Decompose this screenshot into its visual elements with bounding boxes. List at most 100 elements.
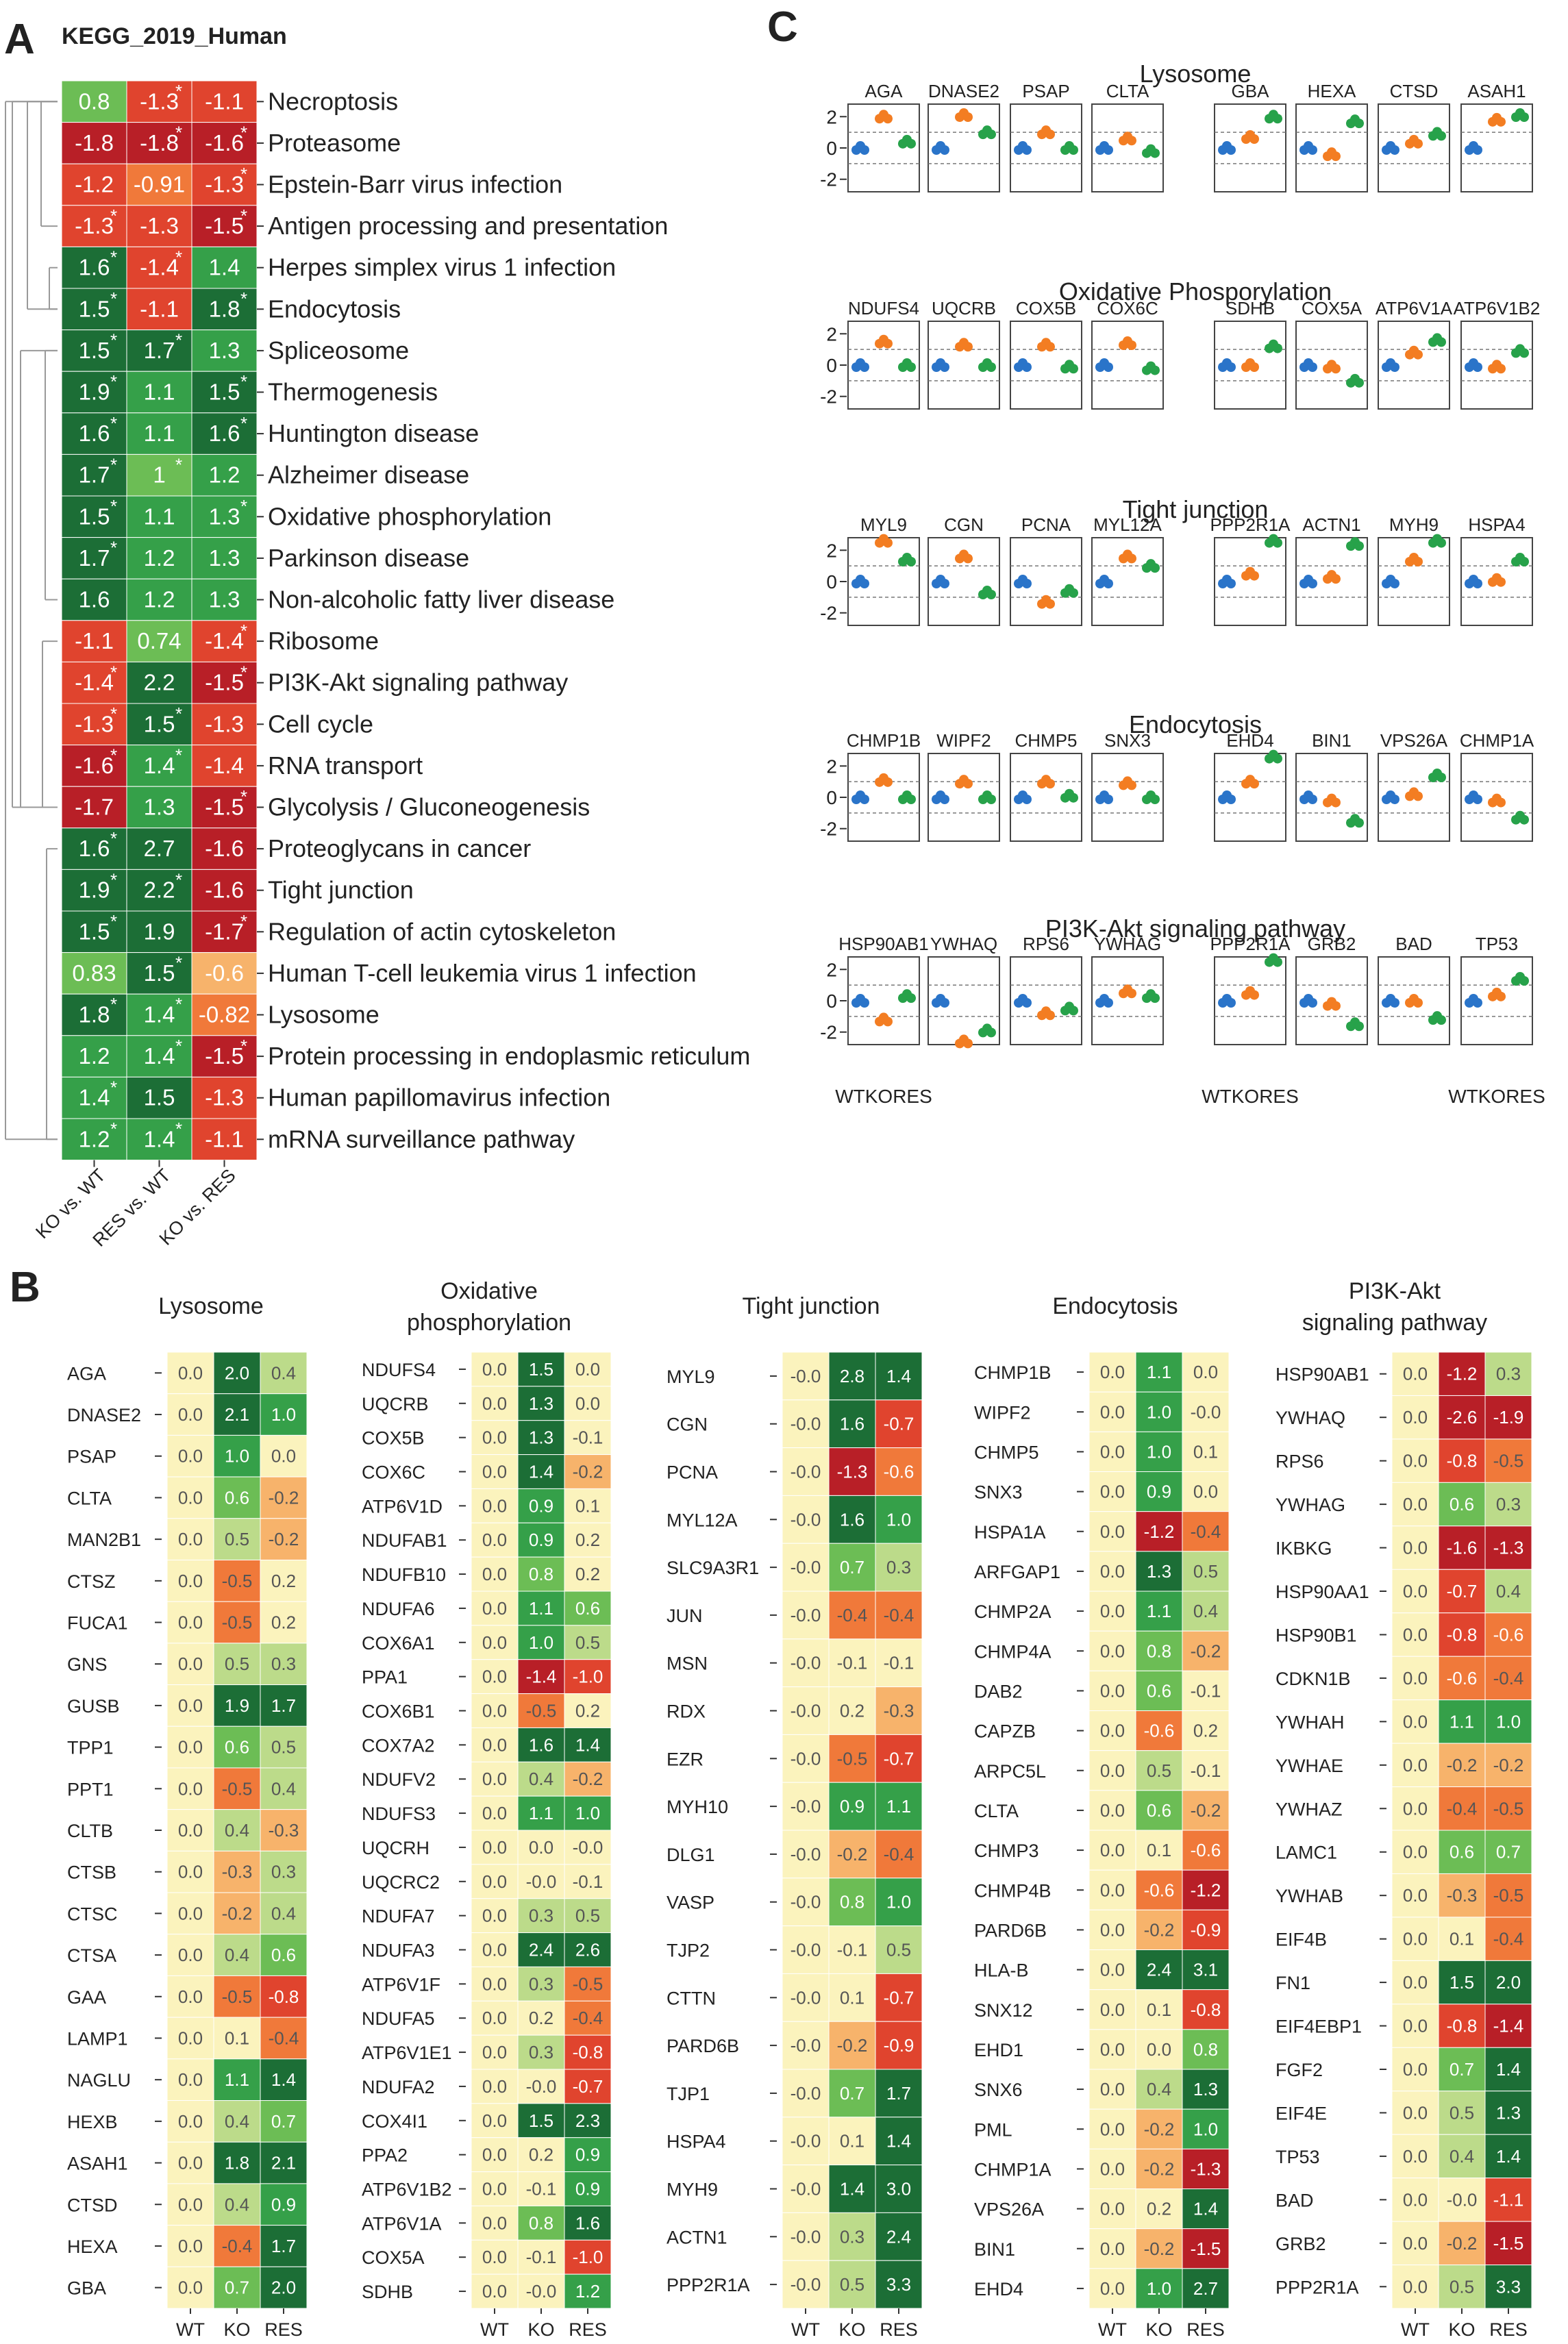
heatmap-cell xyxy=(1182,2268,1230,2309)
significance-star: * xyxy=(175,247,182,267)
cell-value: 0.7 xyxy=(225,2278,249,2298)
heatmap-cell xyxy=(1484,1917,1532,1961)
heatmap-cell xyxy=(126,1118,192,1161)
cell-value: 0.0 xyxy=(482,1837,507,1858)
cell-value: 0.4 xyxy=(225,1820,249,1841)
cell-value: 1.1 xyxy=(529,1598,553,1619)
cell-value: 1.2 xyxy=(144,545,175,571)
cell-value: -0.1 xyxy=(1191,1680,1221,1701)
cell-value: -0.4 xyxy=(1493,1668,1524,1688)
column-label: WT xyxy=(1098,2319,1127,2340)
gene-label: VPS26A xyxy=(974,2199,1044,2220)
gene-label: COX4I1 xyxy=(362,2111,427,2132)
heatmap-cell xyxy=(471,1966,519,2002)
data-point xyxy=(1045,342,1055,352)
gene-label: MYH9 xyxy=(667,2180,718,2200)
cell-value: 0.0 xyxy=(178,1446,203,1467)
heatmap-cell xyxy=(1484,1612,1532,1657)
cell-value: -0.4 xyxy=(884,1605,914,1625)
cell-value: -0.0 xyxy=(791,1844,821,1865)
gene-label: CLTA xyxy=(974,1801,1019,1821)
gene-label: PCNA xyxy=(1021,514,1071,535)
data-point xyxy=(1473,795,1482,804)
cell-value: 1.2 xyxy=(79,1126,110,1151)
heatmap-cell xyxy=(191,288,258,331)
cell-value: 1.0 xyxy=(1147,1401,1171,1422)
data-point xyxy=(1390,579,1399,588)
panel-b-gene-heatmaps: Lysosome AGA 0.0 2.0 0.4 DNASE2 0.0 2.1 1.0 PSAP 0… xyxy=(67,1278,1532,2340)
heatmap-cell xyxy=(1484,1743,1532,1788)
heatmap-cell xyxy=(564,2205,612,2241)
cell-value: -1.3 xyxy=(1493,1538,1524,1558)
data-point xyxy=(1473,998,1482,1008)
cell-value: -0.2 xyxy=(1144,2119,1175,2139)
cell-value: -0.7 xyxy=(1447,1581,1478,1601)
significance-star: * xyxy=(240,164,247,184)
heatmap-cell xyxy=(213,1725,261,1769)
cell-value: 0.8 xyxy=(840,1892,864,1912)
pathway-label: Human papillomavirus infection xyxy=(268,1084,610,1112)
cell-value: -1.5 xyxy=(205,1043,244,1069)
gene-label: LAMC1 xyxy=(1275,1843,1337,1863)
heatmap-cell xyxy=(61,453,127,497)
cell-value: 1.1 xyxy=(225,2069,249,2090)
gene-label: BIN1 xyxy=(974,2239,1015,2260)
gene-label: GRB2 xyxy=(1275,2234,1326,2254)
data-point xyxy=(940,579,949,588)
cell-value: 1.7 xyxy=(79,545,110,571)
heatmap-cell xyxy=(828,1543,876,1592)
cell-value: -0.2 xyxy=(573,1462,603,1482)
heatmap-cell xyxy=(1484,1395,1532,1440)
cell-value: -2.6 xyxy=(1447,1407,1478,1427)
cell-value: 0.6 xyxy=(225,1487,249,1508)
heatmap-cell xyxy=(564,1591,612,1626)
cell-value: -0.4 xyxy=(222,2236,253,2256)
cell-value: 0.0 xyxy=(1403,1668,1428,1688)
heatmap-cell xyxy=(260,2058,308,2102)
gene-label: PSAP xyxy=(1022,81,1069,101)
data-point xyxy=(1273,753,1282,764)
gene-label: ARFGAP1 xyxy=(974,1562,1060,1582)
cell-value: 0.0 xyxy=(1100,1840,1125,1860)
cell-value: 0.2 xyxy=(529,2145,553,2165)
heatmap-cell xyxy=(564,1625,612,1660)
data-point xyxy=(1069,793,1078,803)
gene-label: YWHAH xyxy=(1275,1712,1345,1732)
heatmap-cell xyxy=(1391,1960,1439,2005)
panel-a-title: KEGG_2019_Human xyxy=(62,23,287,49)
data-point xyxy=(1249,571,1259,581)
heatmap-cell xyxy=(1438,2221,1486,2266)
significance-star: * xyxy=(110,496,117,516)
heatmap-cell xyxy=(213,2141,261,2184)
significance-star: * xyxy=(240,288,247,309)
heatmap-cell xyxy=(61,869,127,912)
data-point xyxy=(1519,814,1529,825)
heatmap-cell xyxy=(1438,1786,1486,1831)
heatmap-cell xyxy=(260,1809,308,1851)
cell-value: 0.2 xyxy=(529,2008,553,2028)
gene-label: PPA1 xyxy=(362,1667,408,1688)
cell-value: 1.4 xyxy=(840,2179,864,2199)
cell-value: -0.9 xyxy=(884,2035,914,2056)
column-label: RES xyxy=(569,2319,607,2340)
gene-label: NDUFS4 xyxy=(362,1360,436,1380)
cell-value: 0.0 xyxy=(1100,1999,1125,2020)
cell-value: 2.0 xyxy=(225,1362,249,1383)
heatmap-cell xyxy=(213,1434,261,1478)
data-point xyxy=(1390,145,1399,155)
heatmap-cell xyxy=(1391,1438,1439,1483)
cell-value: 0.4 xyxy=(225,1945,249,1965)
cell-value: 1.0 xyxy=(225,1446,249,1467)
cell-value: -1.6 xyxy=(75,753,114,778)
cell-value: 0.0 xyxy=(1403,1538,1428,1558)
heatmap-cell xyxy=(213,2100,261,2143)
cell-value: 0.7 xyxy=(1496,1842,1521,1862)
cell-value: 0.3 xyxy=(1496,1364,1521,1384)
y-tick-label: 2 xyxy=(826,323,837,345)
cell-value: 1.5 xyxy=(79,503,110,529)
cell-value: 2.2 xyxy=(144,670,175,695)
cell-value: -1.4 xyxy=(1493,2016,1524,2036)
heatmap-cell xyxy=(1088,2268,1136,2309)
heatmap-cell xyxy=(1135,1750,1183,1791)
cell-value: 1.1 xyxy=(144,379,175,405)
